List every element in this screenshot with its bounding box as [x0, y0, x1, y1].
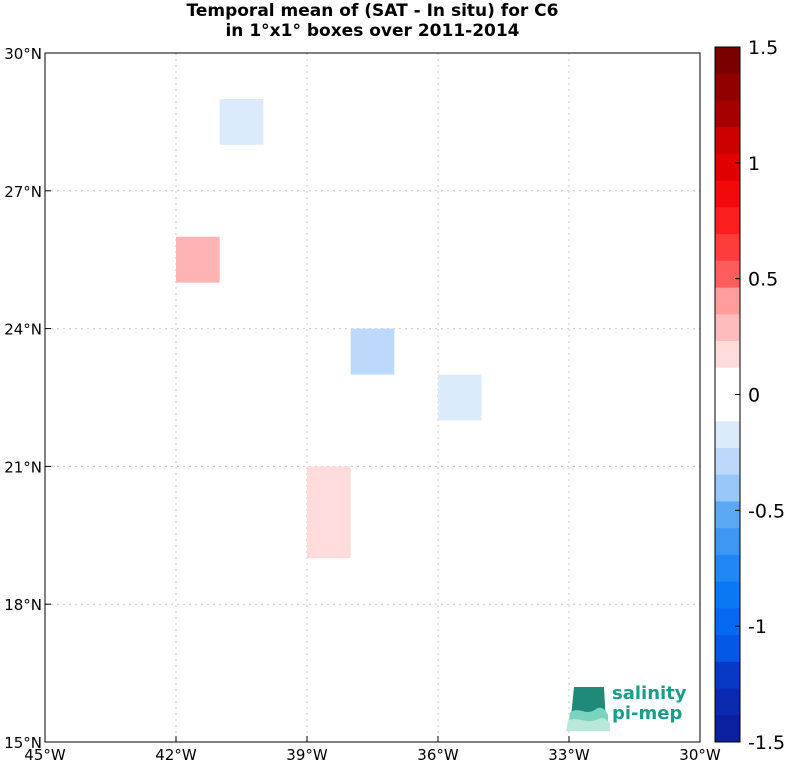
- data-cells: [176, 98, 482, 559]
- colorbar-tick-label: 1: [748, 153, 760, 175]
- colorbar-segment: [715, 715, 740, 743]
- colorbar-segment: [715, 635, 740, 663]
- x-tick-label: 39°W: [286, 746, 328, 763]
- data-cell: [350, 328, 395, 375]
- x-tick-label: 42°W: [155, 746, 197, 763]
- colorbar-segment: [715, 554, 740, 583]
- x-tick-label: 45°W: [24, 746, 66, 763]
- logo-text: salinity pi-mep: [612, 684, 687, 724]
- grid-lines: [45, 53, 700, 742]
- y-tick-label: 21°N: [4, 458, 42, 476]
- colorbar-tick-label: -1: [748, 616, 767, 638]
- x-tick-label: 33°W: [548, 746, 590, 763]
- x-tick-label: 30°W: [679, 746, 721, 763]
- chart-subtitle: in 1°x1° boxes over 2011-2014: [225, 21, 520, 41]
- colorbar-tick-label: 0.5: [748, 269, 778, 291]
- colorbar-segment: [715, 127, 740, 155]
- colorbar-segment: [715, 661, 740, 690]
- colorbar-segment: [715, 73, 740, 101]
- y-tick-label: 18°N: [4, 596, 42, 614]
- colorbar-tick-label: 0: [748, 385, 760, 407]
- colorbar-segment: [715, 260, 740, 289]
- data-cell: [176, 236, 220, 283]
- data-cell: [438, 374, 482, 421]
- colorbar-segment: [715, 153, 740, 182]
- colorbar-segment: [715, 287, 740, 315]
- y-tick-label: 15°N: [4, 734, 42, 752]
- colorbar-segment: [715, 367, 740, 395]
- y-axis-ticks: 15°N 18°N 21°N 24°N 27°N 30°N: [4, 45, 51, 752]
- logo-line-1: salinity: [612, 683, 687, 704]
- plot-frame: [44, 52, 701, 743]
- colorbar-tick-label: -1.5: [748, 732, 785, 754]
- colorbar-tick-label: 1.5: [748, 37, 778, 59]
- colorbar-segment: [715, 47, 740, 75]
- y-tick-label: 24°N: [4, 321, 42, 339]
- colorbar-segment: [715, 447, 740, 476]
- colorbar: [714, 46, 741, 743]
- colorbar-segment: [715, 234, 740, 262]
- data-cell: [219, 98, 264, 145]
- colorbar-segment: [715, 474, 740, 502]
- data-cell: [307, 466, 351, 559]
- colorbar-segment: [715, 421, 740, 449]
- colorbar-segment: [715, 501, 740, 529]
- colorbar-segment: [715, 528, 740, 556]
- logo-line-2: pi-mep: [612, 703, 683, 724]
- colorbar-segment: [715, 608, 740, 636]
- colorbar-segment: [715, 581, 740, 609]
- x-tick-label: 36°W: [417, 746, 459, 763]
- colorbar-segment: [715, 688, 740, 716]
- colorbar-segment: [715, 314, 740, 342]
- colorbar-segment: [715, 394, 740, 422]
- colorbar-segment: [715, 100, 740, 128]
- colorbar-segment: [715, 180, 740, 208]
- y-tick-label: 27°N: [4, 183, 42, 201]
- salinity-pi-mep-logo: [566, 687, 610, 731]
- colorbar-tick-label: -0.5: [748, 500, 785, 522]
- colorbar-segment: [715, 207, 740, 235]
- colorbar-segment: [715, 341, 740, 369]
- colorbar-ticks: 1.5 1 0.5 0 -0.5 -1 -1.5: [735, 37, 785, 754]
- chart-title: Temporal mean of (SAT - In situ) for C6: [186, 1, 559, 21]
- y-tick-label: 30°N: [4, 45, 42, 63]
- x-axis-ticks: 45°W 42°W 39°W 36°W 33°W 30°W: [24, 736, 721, 763]
